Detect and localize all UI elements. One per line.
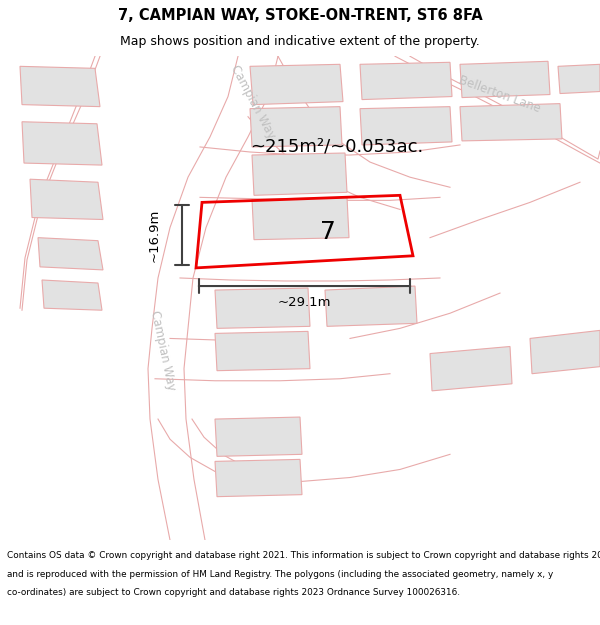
Text: co-ordinates) are subject to Crown copyright and database rights 2023 Ordnance S: co-ordinates) are subject to Crown copyr… [7, 588, 460, 597]
Polygon shape [460, 104, 562, 141]
Polygon shape [252, 198, 349, 239]
Text: Campian Way: Campian Way [228, 62, 278, 141]
Text: 7: 7 [320, 221, 335, 244]
Polygon shape [530, 331, 600, 374]
Polygon shape [250, 64, 343, 104]
Polygon shape [430, 346, 512, 391]
Text: ~29.1m: ~29.1m [278, 296, 331, 309]
Polygon shape [42, 280, 102, 310]
Polygon shape [558, 64, 600, 94]
Polygon shape [215, 331, 310, 371]
Text: ~215m²/~0.053ac.: ~215m²/~0.053ac. [250, 138, 423, 156]
Polygon shape [460, 61, 550, 98]
Polygon shape [395, 56, 600, 163]
Text: Bellerton Lane: Bellerton Lane [457, 74, 542, 116]
Polygon shape [325, 286, 417, 326]
Polygon shape [38, 238, 103, 270]
Text: 7, CAMPIAN WAY, STOKE-ON-TRENT, ST6 8FA: 7, CAMPIAN WAY, STOKE-ON-TRENT, ST6 8FA [118, 8, 482, 23]
Polygon shape [20, 66, 100, 107]
Polygon shape [215, 459, 302, 497]
Polygon shape [250, 107, 342, 147]
Polygon shape [30, 179, 103, 219]
Polygon shape [360, 107, 452, 145]
Text: Map shows position and indicative extent of the property.: Map shows position and indicative extent… [120, 35, 480, 48]
Text: Campian Way: Campian Way [148, 309, 178, 392]
Text: Contains OS data © Crown copyright and database right 2021. This information is : Contains OS data © Crown copyright and d… [7, 551, 600, 560]
Text: and is reproduced with the permission of HM Land Registry. The polygons (includi: and is reproduced with the permission of… [7, 570, 553, 579]
Polygon shape [215, 417, 302, 456]
Polygon shape [252, 153, 347, 196]
Text: ~16.9m: ~16.9m [148, 209, 161, 262]
Polygon shape [148, 56, 278, 540]
Polygon shape [215, 288, 310, 328]
Polygon shape [22, 122, 102, 165]
Polygon shape [360, 62, 452, 99]
